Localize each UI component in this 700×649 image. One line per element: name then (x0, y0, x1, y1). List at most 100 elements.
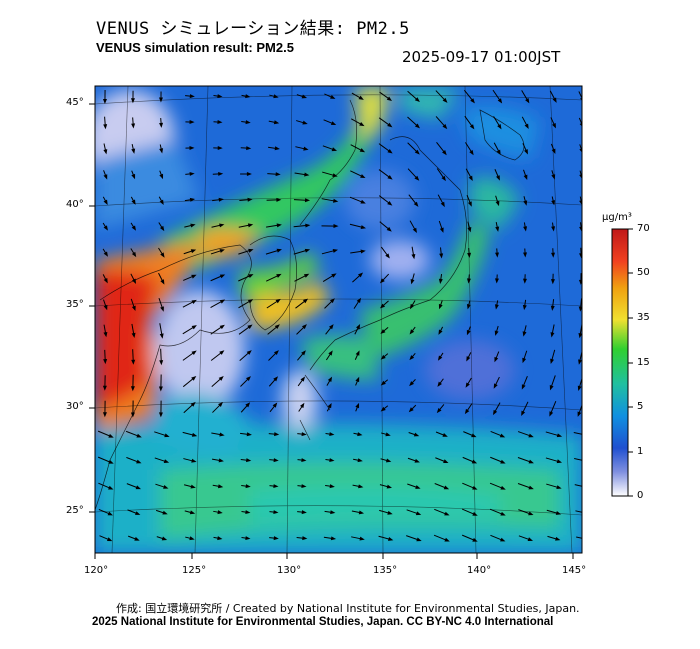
wind-arrowhead (276, 197, 282, 202)
wind-arrowhead (272, 402, 278, 408)
wind-arrowhead (303, 146, 309, 151)
wind-arrowhead (158, 97, 163, 103)
wind-arrowhead (189, 94, 195, 99)
wind-arrowhead (300, 376, 306, 382)
wind-arrowhead (440, 201, 445, 208)
wind-arrowhead (301, 458, 307, 463)
wind-arrowhead (467, 226, 472, 233)
wind-arrowhead (304, 172, 310, 177)
wind-arrowhead (305, 223, 311, 228)
wind-arrowhead (550, 332, 555, 338)
wind-arrowhead (302, 298, 309, 304)
wind-arrowhead (579, 148, 582, 153)
wind-arrowhead (103, 278, 108, 284)
wind-arrowhead (136, 433, 142, 438)
title-japanese: VENUS シミュレーション結果: PM2.5 (96, 19, 410, 39)
wind-arrowhead (159, 199, 164, 206)
wind-arrowhead (412, 227, 417, 234)
wind-arrowhead (550, 279, 555, 285)
wind-arrowhead (408, 407, 414, 413)
wind-arrowhead (467, 252, 472, 258)
wind-arrowhead (159, 360, 164, 366)
wind-arrowhead (525, 98, 530, 104)
wind-arrowhead (189, 536, 195, 541)
lon-label-140: 140° (467, 565, 492, 576)
wind-arrowhead (469, 124, 475, 130)
colorbar-tick-5: 5 (637, 401, 644, 412)
wind-arrowhead (495, 252, 500, 258)
wind-arrowhead (327, 376, 333, 382)
wind-arrowhead (551, 174, 556, 180)
wind-arrowhead (494, 356, 499, 363)
wind-arrowhead (219, 223, 225, 228)
wind-arrowhead (130, 412, 135, 418)
wind-arrowhead (163, 484, 169, 489)
wind-arrowhead (415, 511, 422, 516)
wind-arrowhead (380, 406, 386, 412)
wind-arrowhead (444, 537, 450, 542)
wind-arrowhead (413, 432, 420, 437)
wind-arrowhead (162, 510, 168, 515)
wind-arrowhead (160, 306, 164, 312)
wind-arrowhead (442, 150, 447, 156)
wind-arrowhead (379, 303, 386, 309)
wind-arrowhead (330, 536, 337, 541)
lat-label-25: 25° (66, 505, 84, 516)
wind-arrowhead (217, 146, 223, 151)
wind-arrowhead (245, 536, 251, 541)
wind-arrowhead (555, 511, 562, 515)
wind-arrowhead (495, 226, 500, 232)
wind-arrowhead (304, 248, 311, 253)
wind-arrowhead (494, 330, 499, 336)
wind-arrowhead (556, 485, 562, 490)
wind-arrowhead (332, 198, 339, 203)
wind-arrowhead (131, 173, 136, 180)
wind-arrowhead (131, 199, 136, 205)
wind-arrowhead (499, 433, 506, 438)
wind-arrowhead (385, 432, 391, 437)
wind-arrowhead (387, 200, 393, 206)
wind-arrowhead (471, 459, 478, 464)
wind-arrowhead (380, 380, 386, 386)
wind-arrowhead (103, 225, 108, 231)
colorbar-tick-35: 35 (637, 312, 650, 323)
concentration-field (95, 86, 582, 553)
coastlines (95, 99, 525, 511)
wind-arrowhead (466, 356, 471, 362)
wind-arrowhead (359, 121, 365, 127)
wind-arrowhead (386, 484, 392, 489)
wind-arrowhead (103, 358, 108, 365)
wind-arrowhead (360, 174, 366, 179)
wind-arrowhead (579, 226, 582, 232)
credit-line: 作成: 国立環境研究所 / Created by National Instit… (116, 602, 580, 615)
wind-arrowhead (190, 401, 196, 407)
wind-arrowhead (161, 536, 168, 541)
wind-arrowhead (556, 459, 563, 464)
wind-arrowhead (108, 433, 114, 438)
wind-arrowhead (358, 272, 364, 278)
wind-arrowhead (524, 123, 529, 129)
wind-arrowhead (134, 511, 141, 515)
wind-arrowhead (443, 485, 450, 490)
wind-arrowhead (359, 148, 366, 153)
wind-arrowhead (380, 354, 386, 360)
wind-arrowhead (303, 273, 310, 278)
wind-arrowhead (273, 484, 279, 489)
wind-arrowhead (355, 402, 360, 409)
wind-arrowhead (217, 120, 223, 125)
wind-arrowhead (103, 331, 108, 338)
wind-arrowhead (191, 376, 197, 381)
colorbar-tick-70: 70 (637, 223, 650, 234)
wind-arrowhead (387, 537, 394, 541)
wind-arrowhead (245, 94, 251, 99)
wind-arrowhead (163, 459, 170, 464)
wind-arrowhead (438, 278, 443, 284)
wind-arrowhead (245, 402, 251, 408)
wind-arrowhead (409, 355, 415, 361)
wind-arrowhead (159, 148, 164, 154)
wind-arrowhead (191, 350, 197, 356)
graticule (95, 86, 582, 553)
wind-arrowhead (355, 376, 360, 383)
wind-arrowhead (245, 484, 251, 489)
